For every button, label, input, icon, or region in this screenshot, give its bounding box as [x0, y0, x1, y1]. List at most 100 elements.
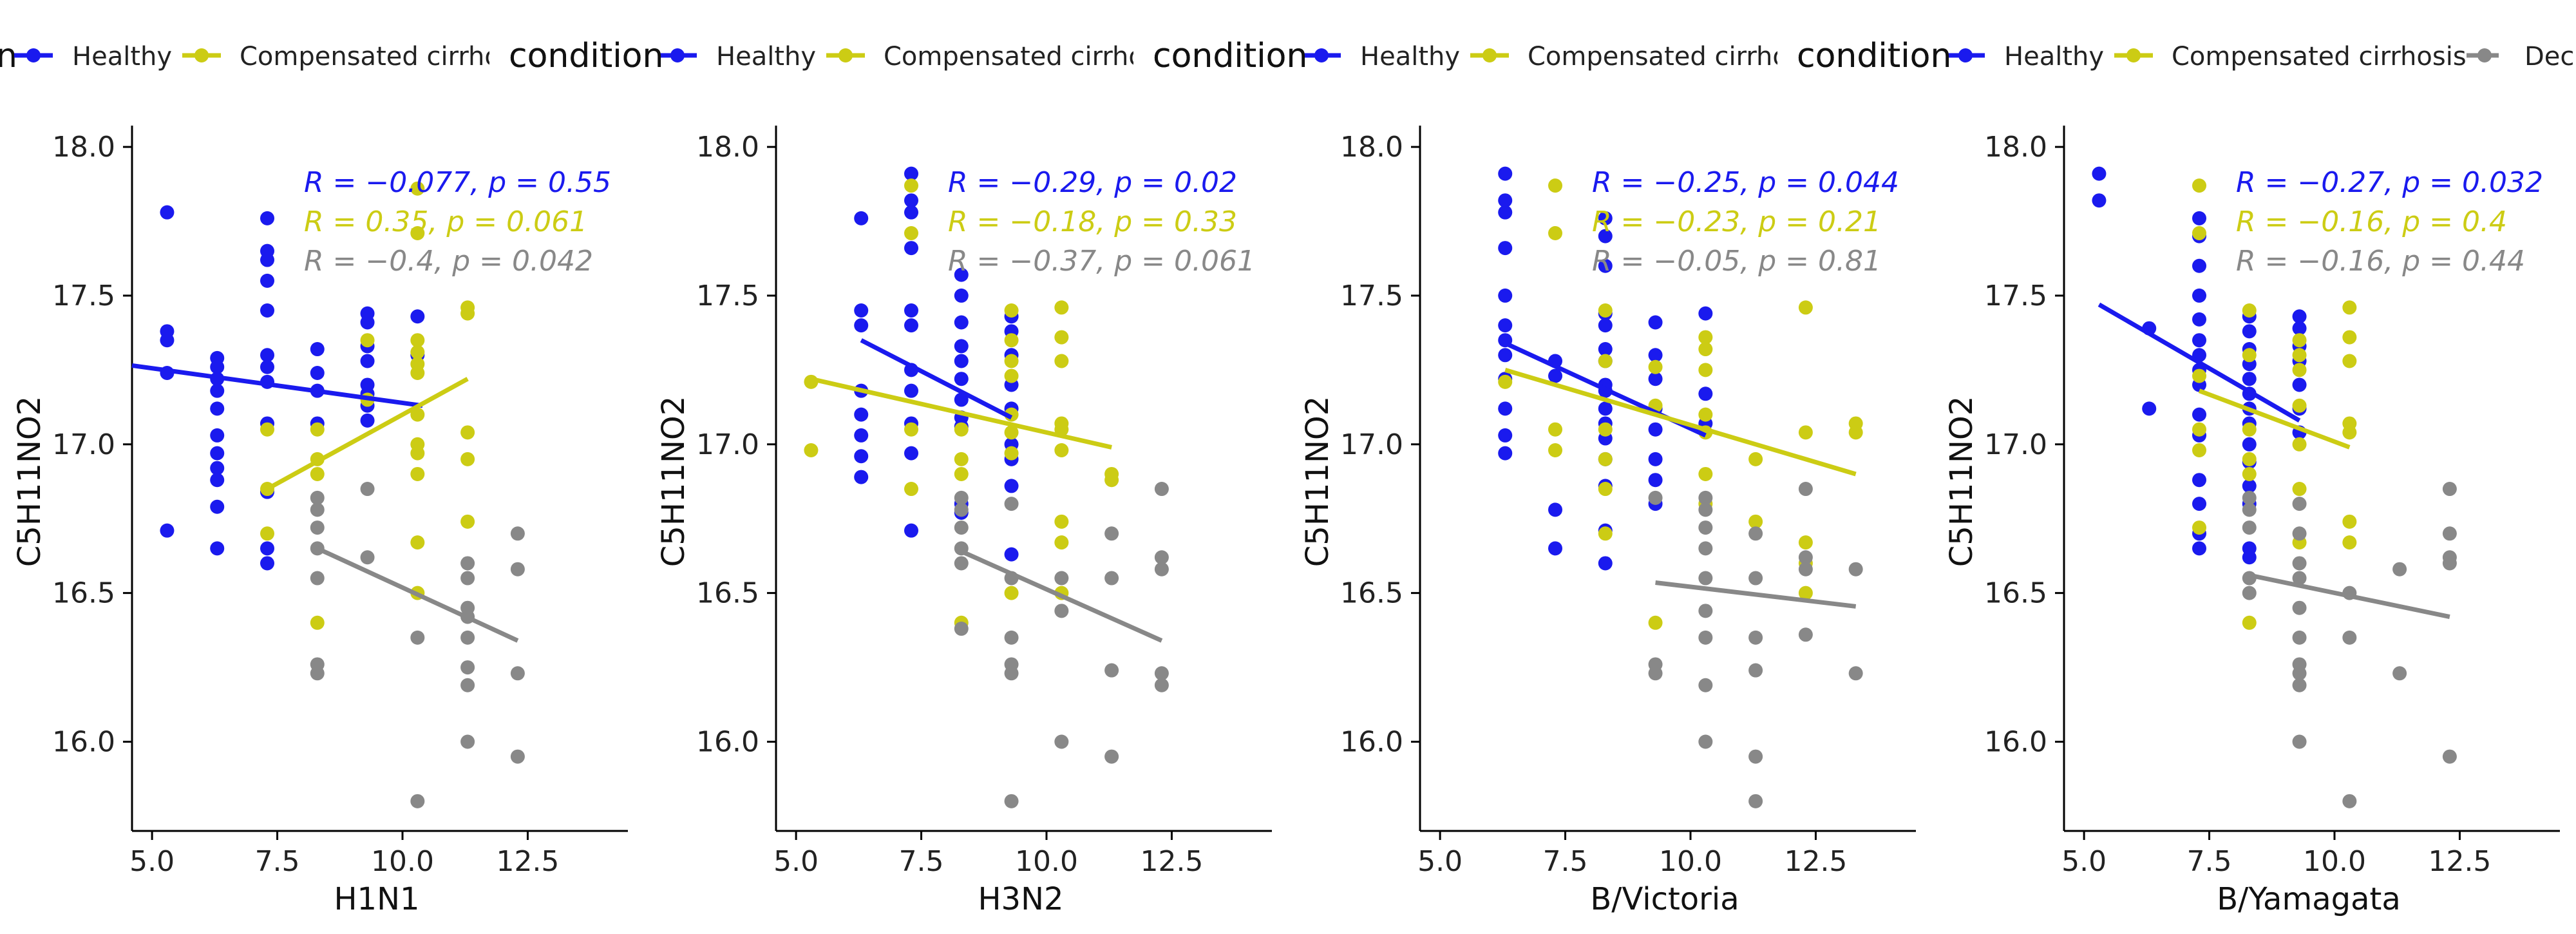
data-point-decompensated-cirrhosis	[460, 571, 475, 586]
y-tick-label: 17.0	[1340, 428, 1403, 461]
legend-title: condition	[1797, 37, 1951, 75]
data-point-decompensated-cirrhosis	[2292, 666, 2307, 681]
data-point-healthy	[1498, 205, 1513, 220]
y-tick-label: 17.5	[1984, 280, 2047, 312]
data-point-compensated-cirrhosis	[410, 345, 425, 359]
data-point-healthy	[954, 315, 969, 330]
data-point-compensated-cirrhosis	[1548, 225, 1562, 240]
data-point-compensated-cirrhosis	[2192, 422, 2206, 437]
stat-annotation: R = −0.16, p = 0.44	[2236, 245, 2525, 278]
data-point-healthy	[260, 303, 274, 318]
data-point-decompensated-cirrhosis	[1648, 490, 1663, 505]
regression-line-healthy	[2098, 302, 2301, 423]
y-axis-label: C5H11NO2	[12, 396, 48, 567]
data-point-decompensated-cirrhosis	[460, 678, 475, 692]
data-point-healthy	[2092, 193, 2107, 208]
legend-key-point	[1314, 48, 1329, 62]
data-point-compensated-cirrhosis	[2242, 466, 2257, 481]
data-point-healthy	[260, 348, 274, 363]
data-point-compensated-cirrhosis	[1848, 425, 1863, 440]
data-point-compensated-cirrhosis	[310, 466, 325, 481]
data-point-compensated-cirrhosis	[2342, 425, 2357, 440]
data-point-decompensated-cirrhosis	[1104, 571, 1119, 586]
y-tick-label: 17.0	[696, 428, 759, 461]
data-point-healthy	[210, 359, 225, 374]
legend: condition Healthy Compensated cirrho	[1153, 37, 1788, 75]
data-point-compensated-cirrhosis	[904, 225, 918, 240]
data-point-decompensated-cirrhosis	[1698, 734, 1713, 749]
data-point-compensated-cirrhosis	[1598, 303, 1613, 318]
data-point-compensated-cirrhosis	[1054, 354, 1069, 368]
data-point-healthy	[2192, 258, 2206, 273]
data-point-decompensated-cirrhosis	[1798, 562, 1813, 577]
stat-annotation: R = −0.23, p = 0.21	[1592, 205, 1881, 238]
data-point-healthy	[210, 446, 225, 461]
x-tick-label: 7.5	[1543, 845, 1588, 878]
y-tick-label: 17.0	[1984, 428, 2047, 461]
legend-key-point	[194, 48, 209, 62]
data-point-healthy	[904, 241, 918, 256]
x-tick-label: 5.0	[1417, 845, 1463, 878]
data-point-decompensated-cirrhosis	[1054, 734, 1069, 749]
data-point-compensated-cirrhosis	[1798, 425, 1813, 440]
data-point-compensated-cirrhosis	[410, 446, 425, 461]
data-point-healthy	[904, 205, 918, 220]
x-tick-label: 5.0	[129, 845, 175, 878]
data-point-decompensated-cirrhosis	[510, 562, 525, 577]
legend-clip-mask	[1133, 26, 1153, 71]
data-point-compensated-cirrhosis	[2192, 178, 2206, 193]
data-point-compensated-cirrhosis	[904, 422, 918, 437]
data-point-healthy	[2142, 401, 2157, 416]
y-tick-label: 17.5	[1340, 280, 1403, 312]
data-point-healthy	[1648, 473, 1663, 488]
data-point-decompensated-cirrhosis	[1798, 482, 1813, 497]
data-point-healthy	[2192, 541, 2206, 556]
legend-entry-decompensated: Dec	[2524, 42, 2574, 71]
data-point-decompensated-cirrhosis	[1154, 562, 1169, 577]
data-point-decompensated-cirrhosis	[1154, 666, 1169, 681]
data-point-healthy	[360, 413, 375, 428]
data-point-healthy	[854, 470, 869, 484]
data-point-compensated-cirrhosis	[310, 422, 325, 437]
data-point-decompensated-cirrhosis	[1648, 666, 1663, 681]
data-point-healthy	[2242, 437, 2257, 452]
data-point-healthy	[1498, 241, 1513, 256]
data-point-compensated-cirrhosis	[804, 443, 819, 458]
data-point-decompensated-cirrhosis	[1748, 630, 1763, 645]
data-point-compensated-cirrhosis	[2342, 330, 2357, 345]
y-tick-label: 16.0	[696, 725, 759, 758]
y-axis-label: C5H11NO2	[1300, 396, 1336, 567]
data-point-compensated-cirrhosis	[410, 535, 425, 550]
x-axis-label: B/Victoria	[1590, 881, 1739, 917]
data-point-healthy	[1598, 401, 1613, 416]
y-tick-label: 16.5	[1340, 577, 1403, 610]
data-point-healthy	[2242, 550, 2257, 565]
data-point-decompensated-cirrhosis	[410, 794, 425, 808]
legend-entry-compensated: Compensated cirrho	[240, 42, 500, 71]
data-point-compensated-cirrhosis	[460, 514, 475, 529]
data-point-compensated-cirrhosis	[2292, 363, 2307, 377]
data-point-healthy	[2242, 372, 2257, 386]
y-tick-label: 18.0	[1340, 131, 1403, 164]
x-tick-label: 5.0	[773, 845, 819, 878]
y-tick-label: 16.5	[696, 577, 759, 610]
y-tick-label: 16.0	[52, 725, 115, 758]
data-point-compensated-cirrhosis	[1548, 422, 1562, 437]
data-point-healthy	[260, 211, 274, 225]
stat-annotation: R = −0.16, p = 0.4	[2236, 205, 2507, 238]
data-point-decompensated-cirrhosis	[2292, 571, 2307, 586]
x-axis-label: H1N1	[334, 881, 419, 917]
data-point-decompensated-cirrhosis	[1698, 630, 1713, 645]
data-point-compensated-cirrhosis	[460, 306, 475, 321]
data-point-decompensated-cirrhosis	[1698, 520, 1713, 535]
data-point-decompensated-cirrhosis	[1104, 526, 1119, 541]
data-point-compensated-cirrhosis	[1598, 354, 1613, 368]
data-point-healthy	[2192, 333, 2206, 348]
data-point-compensated-cirrhosis	[1004, 333, 1019, 348]
data-point-compensated-cirrhosis	[954, 466, 969, 481]
data-point-compensated-cirrhosis	[1598, 482, 1613, 497]
data-point-decompensated-cirrhosis	[1154, 678, 1169, 692]
data-point-decompensated-cirrhosis	[2292, 526, 2307, 541]
data-point-healthy	[854, 407, 869, 422]
y-axis-label: C5H11NO2	[656, 396, 692, 567]
